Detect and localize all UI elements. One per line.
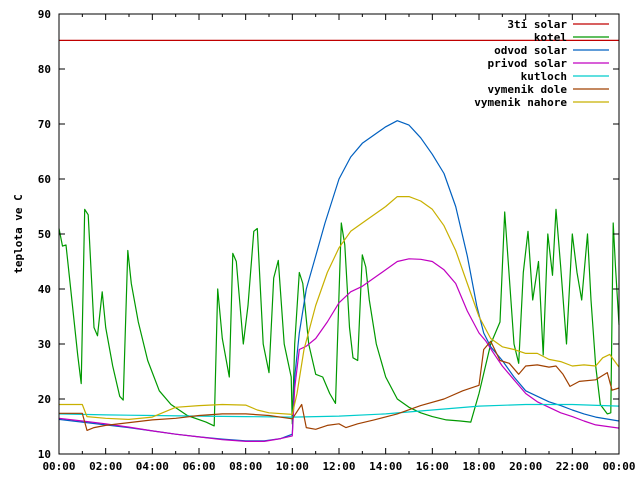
axes-layer: 10 20 30 40 50 60 70 80 90 00:00 02:00 04:00 06:00 08… bbox=[38, 8, 636, 473]
legend-label: odvod solar bbox=[494, 44, 567, 57]
legend-label: 3ti solar bbox=[507, 18, 567, 31]
y-tick-label: 70 bbox=[38, 118, 51, 131]
y-tick-label: 50 bbox=[38, 228, 51, 241]
legend-label: kotel bbox=[534, 31, 567, 44]
x-tick-label: 14:00 bbox=[369, 460, 402, 473]
x-tick-label: 12:00 bbox=[322, 460, 355, 473]
x-tick-label: 22:00 bbox=[556, 460, 589, 473]
legend-label: vymenik dole bbox=[488, 83, 568, 96]
x-tick-label: 20:00 bbox=[509, 460, 542, 473]
x-tick-label: 06:00 bbox=[182, 460, 215, 473]
y-tick-label: 10 bbox=[38, 448, 51, 461]
series-line-kutloch bbox=[58, 403, 620, 418]
y-tick-label: 40 bbox=[38, 283, 51, 296]
x-tick-label: 00:00 bbox=[602, 460, 635, 473]
series-line-kotel bbox=[58, 208, 620, 427]
y-axis-label: teplota ve C bbox=[12, 194, 25, 273]
legend-label: vymenik nahore bbox=[474, 96, 567, 109]
y-tick-label: 30 bbox=[38, 338, 51, 351]
y-tick-label: 80 bbox=[38, 63, 51, 76]
x-tick-label: 00:00 bbox=[42, 460, 75, 473]
y-tick-label: 60 bbox=[38, 173, 51, 186]
x-tick-label: 18:00 bbox=[462, 460, 495, 473]
y-tick-label: 90 bbox=[38, 8, 51, 21]
legend-label: kutloch bbox=[521, 70, 567, 83]
series-layer bbox=[58, 39, 620, 442]
x-tick-label: 10:00 bbox=[276, 460, 309, 473]
x-tick-label: 08:00 bbox=[229, 460, 262, 473]
x-tick-label: 02:00 bbox=[89, 460, 122, 473]
legend-label: privod solar bbox=[488, 57, 568, 70]
series-line-vymenik-dole bbox=[59, 340, 620, 431]
series-line-vymenik-nahore bbox=[59, 196, 620, 420]
series-line-privod-solar bbox=[58, 258, 620, 442]
x-tick-label: 16:00 bbox=[416, 460, 449, 473]
y-tick-label: 20 bbox=[38, 393, 51, 406]
x-tick-label: 04:00 bbox=[136, 460, 169, 473]
